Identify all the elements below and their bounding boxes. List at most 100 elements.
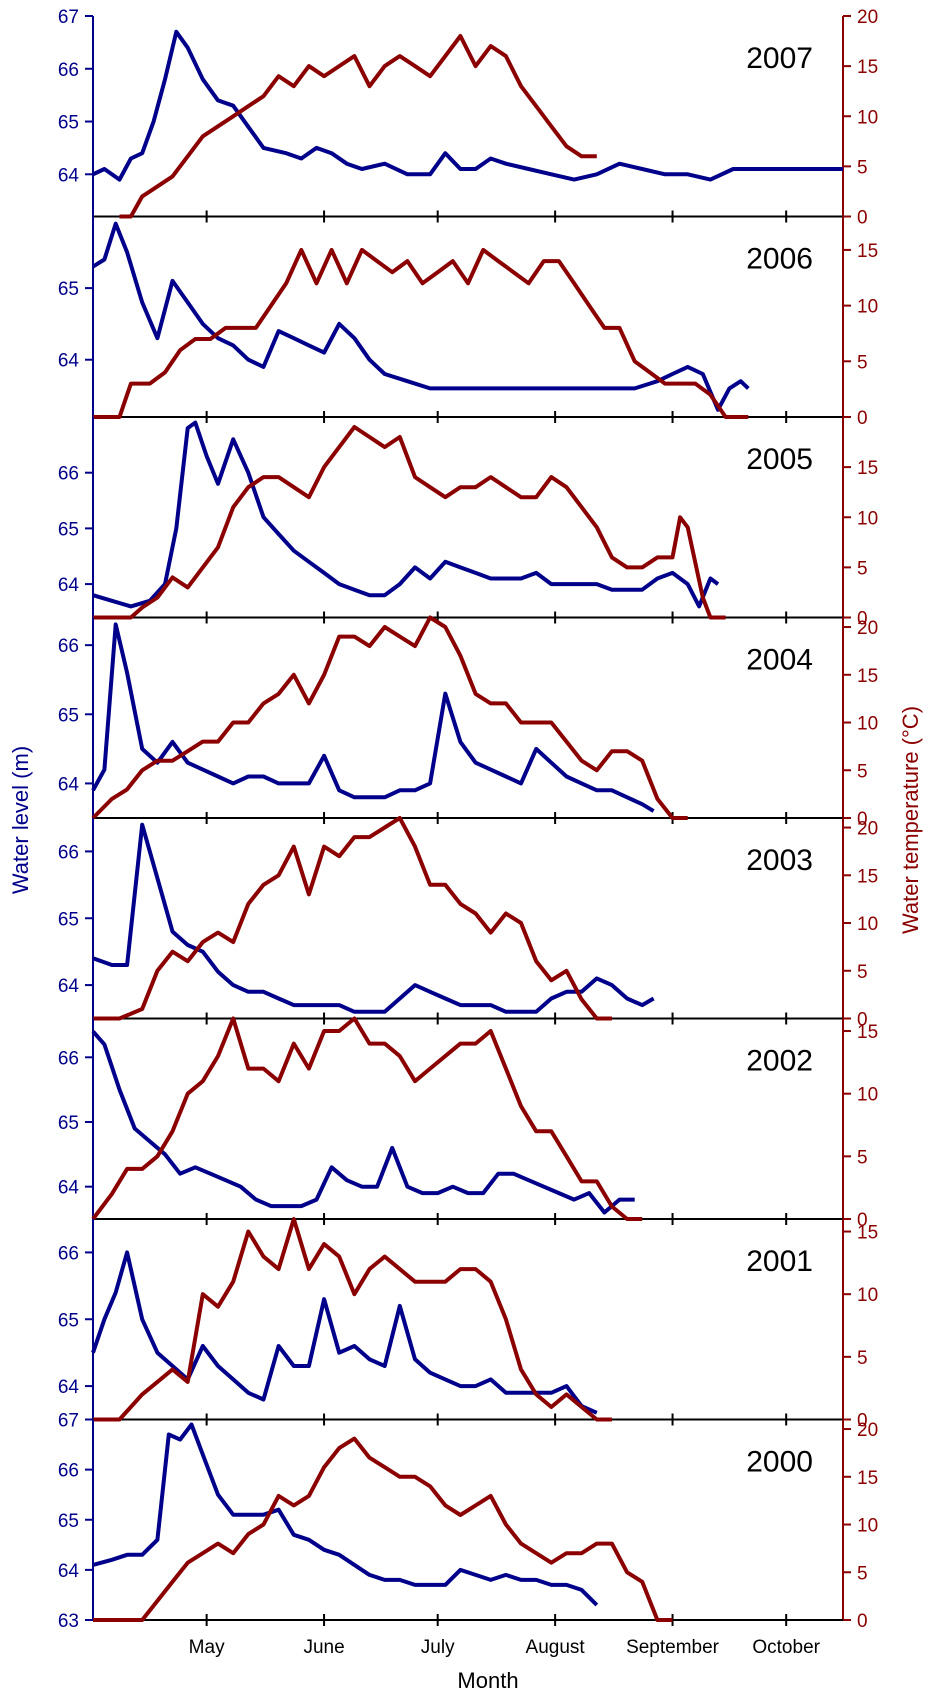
x-axis-label: Month [457, 1668, 518, 1693]
right-tick-label: 10 [857, 508, 878, 529]
left-tick-label: 67 [58, 7, 79, 28]
right-tick-label: 20 [857, 7, 878, 28]
left-tick-label: 64 [58, 165, 80, 186]
water-level-line [91, 622, 655, 813]
month-label: May [189, 1637, 225, 1658]
left-tick-label: 66 [58, 1461, 79, 1482]
panel-2006: 64 65 0 5 10 15 2006 [58, 216, 878, 429]
year-label: 2004 [746, 644, 813, 677]
month-label: July [421, 1637, 455, 1658]
right-tick-label: 15 [857, 1022, 878, 1043]
year-label: 2006 [746, 243, 813, 276]
water-temperature-line [93, 816, 612, 1021]
left-tick-label: 64 [58, 774, 80, 795]
panel-2003: 64 65 66 0 5 10 15 20 2003 [58, 816, 878, 1031]
right-tick-label: 10 [857, 1516, 878, 1537]
left-tick-label: 66 [58, 842, 79, 863]
left-tick-label: 65 [58, 279, 79, 300]
left-tick-label: 65 [58, 1310, 79, 1331]
left-tick-label: 64 [58, 1377, 80, 1398]
left-tick-label: 67 [58, 1411, 79, 1432]
right-tick-label: 5 [857, 558, 868, 579]
panels-group: 64 65 66 67 0 5 10 15 20 2007 64 65 0 5 10 15 2006 64 65 66… [58, 7, 878, 1658]
left-tick-label: 64 [58, 1561, 80, 1582]
right-tick-label: 15 [857, 1223, 878, 1244]
year-label: 2003 [746, 844, 813, 877]
left-tick-label: 64 [58, 1178, 80, 1199]
right-tick-label: 10 [857, 107, 878, 128]
left-tick-label: 65 [58, 705, 79, 726]
water-temperature-line [93, 1436, 673, 1622]
panel-2005: 64 65 66 0 5 10 15 2005 [58, 417, 878, 630]
water-level-line [91, 1250, 598, 1415]
water-level-line [92, 822, 655, 1014]
panel-2000: 63 64 65 66 67 0 5 10 15 20 2000 [58, 1411, 878, 1633]
panel-2007: 64 65 66 67 0 5 10 15 20 2007 [58, 7, 878, 229]
right-tick-label: 5 [857, 352, 868, 373]
right-tick-label: 0 [857, 408, 868, 429]
panel-2004: 64 65 66 0 5 10 15 20 2004 [58, 615, 878, 830]
right-tick-label: 15 [857, 666, 878, 687]
panel-2001: 64 65 66 0 5 10 15 2001 [58, 1217, 878, 1432]
month-label: June [303, 1637, 344, 1658]
right-y-axis-label: Water temperature (°C) [898, 706, 923, 934]
water-temperature-line [93, 247, 749, 419]
right-tick-label: 10 [857, 1085, 878, 1106]
left-tick-label: 65 [58, 519, 79, 540]
water-temperature-line [93, 1217, 612, 1422]
right-tick-label: 20 [857, 819, 878, 840]
year-label: 2007 [746, 42, 813, 75]
left-tick-label: 66 [58, 464, 79, 485]
right-tick-label: 5 [857, 1563, 868, 1584]
left-tick-label: 63 [58, 1611, 79, 1632]
right-tick-label: 20 [857, 1420, 878, 1441]
right-tick-label: 0 [857, 1411, 868, 1432]
right-tick-label: 15 [857, 458, 878, 479]
panel-2002: 64 65 66 0 5 10 15 2002 [58, 1016, 878, 1231]
right-tick-label: 15 [857, 1468, 878, 1489]
left-tick-label: 64 [58, 976, 80, 997]
right-tick-label: 15 [857, 866, 878, 887]
left-tick-label: 65 [58, 113, 79, 134]
water-level-line [91, 221, 750, 412]
right-tick-label: 15 [857, 241, 878, 262]
right-tick-label: 5 [857, 1147, 868, 1168]
month-label: October [752, 1637, 820, 1658]
right-tick-label: 0 [857, 1611, 868, 1632]
water-level-line [92, 420, 720, 609]
right-tick-label: 0 [857, 1010, 868, 1031]
right-tick-label: 10 [857, 914, 878, 935]
left-tick-label: 65 [58, 909, 79, 930]
right-tick-label: 5 [857, 962, 868, 983]
month-label: August [526, 1637, 586, 1658]
right-tick-label: 20 [857, 618, 878, 639]
left-tick-label: 64 [58, 351, 80, 372]
right-tick-label: 0 [857, 609, 868, 630]
year-label: 2001 [746, 1245, 813, 1278]
water-level-line [92, 29, 843, 182]
right-tick-label: 10 [857, 297, 878, 318]
right-tick-label: 15 [857, 57, 878, 78]
right-tick-label: 10 [857, 1285, 878, 1306]
right-tick-label: 10 [857, 714, 878, 735]
left-tick-label: 65 [58, 1113, 79, 1134]
month-label: September [626, 1637, 720, 1658]
left-y-axis-label: Water level (m) [8, 746, 33, 894]
water-level-line [91, 1030, 635, 1215]
right-tick-label: 5 [857, 761, 868, 782]
right-tick-label: 5 [857, 157, 868, 178]
left-tick-label: 66 [58, 60, 79, 81]
water-temperature-line [91, 615, 688, 820]
year-label: 2005 [746, 443, 813, 476]
water-temperature-line [91, 1016, 643, 1221]
right-tick-label: 0 [857, 208, 868, 229]
right-tick-label: 0 [857, 1210, 868, 1231]
right-tick-label: 0 [857, 809, 868, 830]
left-tick-label: 66 [58, 1243, 79, 1264]
left-tick-label: 66 [58, 1048, 79, 1069]
water-temperature-line [119, 34, 597, 219]
left-tick-label: 65 [58, 1511, 79, 1532]
year-label: 2000 [746, 1446, 813, 1479]
water-temperature-line [93, 425, 726, 620]
